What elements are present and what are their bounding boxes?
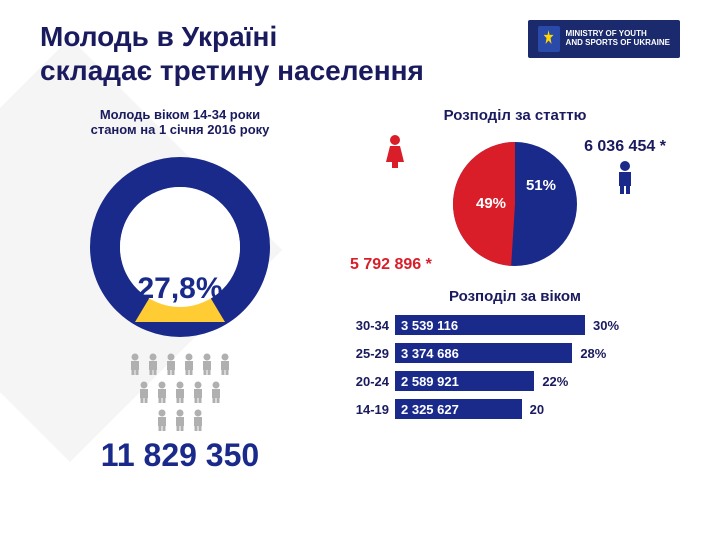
bar-fill: 3 539 116 [395,315,585,335]
gender-chart: 49% 51% 6 036 454 * 5 792 896 * [350,134,680,274]
total-number: 11 829 350 [40,437,320,474]
bar-track: 2 325 627 20 [395,399,544,419]
title-line1: Молодь в Україні [40,21,277,52]
female-block [350,134,440,173]
age-range: 14-19 [350,402,395,417]
right-column: Розподіл за статтю 49% [350,107,680,474]
person-icon [145,353,161,375]
person-icon [172,381,188,403]
ministry-logo: MINISTRY OF YOUTH AND SPORTS OF UKRAINE [528,20,680,58]
person-icon [154,409,170,431]
male-block: 6 036 454 * [570,134,680,199]
page-title: Молодь в Україні складає третину населен… [40,20,424,87]
header: Молодь в Україні складає третину населен… [40,20,680,87]
bar-fill: 3 374 686 [395,343,572,363]
title-line2: складає третину населення [40,55,424,86]
person-icon [127,353,143,375]
person-icon [190,409,206,431]
bar-track: 2 589 921 22% [395,371,568,391]
age-bar-row: 25-293 374 686 28% [350,343,680,363]
gender-pie: 49% 51% [450,139,580,269]
person-icon [217,353,233,375]
age-bars: 30-343 539 11630%25-293 374 68628%20-242… [350,315,680,419]
donut-chart: 27,8% [80,147,280,347]
age-bar-row: 30-343 539 116 30% [350,315,680,335]
bar-percent: 20 [530,402,544,417]
male-icon [612,160,638,194]
female-count: 5 792 896 * [350,256,432,274]
bar-fill: 2 325 627 [395,399,522,419]
person-icon [181,353,197,375]
people-icons [40,353,320,431]
person-icon [172,409,188,431]
donut-svg [80,147,280,347]
bar-track: 3 374 686 28% [395,343,606,363]
person-icon [154,381,170,403]
age-bar-row: 14-192 325 627 20 [350,399,680,419]
age-range: 20-24 [350,374,395,389]
left-subtitle: Молодь віком 14-34 роки станом на 1 січн… [40,107,320,137]
person-icon [136,381,152,403]
age-title: Розподіл за віком [350,288,680,305]
bar-percent: 22% [542,374,568,389]
donut-percent: 27,8% [137,272,222,306]
logo-text: MINISTRY OF YOUTH AND SPORTS OF UKRAINE [566,30,670,48]
trident-emblem-icon [538,26,560,52]
pie-svg [450,139,580,269]
left-column: Молодь віком 14-34 роки станом на 1 січн… [40,107,320,474]
person-icon [190,381,206,403]
gender-title: Розподіл за статтю [350,107,680,124]
age-range: 25-29 [350,346,395,361]
male-count: 6 036 454 * [570,138,680,156]
person-icon [208,381,224,403]
bar-percent: 30% [593,318,619,333]
pie-female-label: 49% [476,195,506,212]
person-icon [199,353,215,375]
age-range: 30-34 [350,318,395,333]
bar-fill: 2 589 921 [395,371,534,391]
person-icon [163,353,179,375]
female-icon [381,134,409,168]
pie-male-label: 51% [526,177,556,194]
bar-percent: 28% [580,346,606,361]
age-bar-row: 20-242 589 921 22% [350,371,680,391]
bar-track: 3 539 116 30% [395,315,619,335]
